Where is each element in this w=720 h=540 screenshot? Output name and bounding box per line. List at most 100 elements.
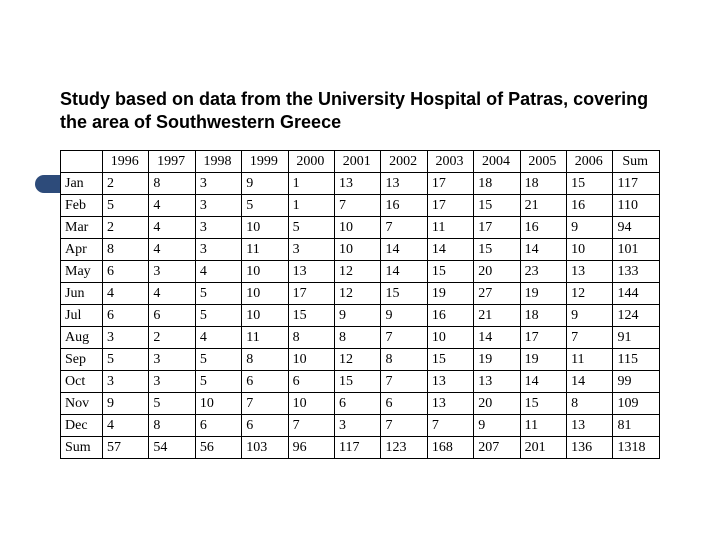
table-cell: 27 — [474, 283, 520, 305]
table-cell: 8 — [103, 239, 149, 261]
row-header: Apr — [61, 239, 103, 261]
table-cell: 1 — [288, 195, 334, 217]
table-cell: 4 — [103, 415, 149, 437]
table-cell: 56 — [195, 437, 241, 459]
row-header: Sum — [61, 437, 103, 459]
table-cell: 19 — [474, 349, 520, 371]
table-cell: 7 — [335, 195, 381, 217]
table-cell: 15 — [474, 195, 520, 217]
row-header: Dec — [61, 415, 103, 437]
table-cell: 4 — [195, 327, 241, 349]
table-cell: 13 — [474, 371, 520, 393]
table-row: Jun4451017121519271912144 — [61, 283, 660, 305]
table-row: Jan28391131317181815117 — [61, 173, 660, 195]
table-cell: 15 — [427, 261, 473, 283]
table-cell: 8 — [381, 349, 427, 371]
table-cell: 18 — [474, 173, 520, 195]
table-cell: 115 — [613, 349, 660, 371]
table-cell: 14 — [474, 327, 520, 349]
table-cell: 10 — [335, 217, 381, 239]
table-corner-cell — [61, 151, 103, 173]
table-cell: 14 — [567, 371, 613, 393]
table-cell: 136 — [567, 437, 613, 459]
table-cell: 10 — [288, 349, 334, 371]
table-cell: 1 — [288, 173, 334, 195]
table-cell: 109 — [613, 393, 660, 415]
table-cell: 101 — [613, 239, 660, 261]
table-cell: 6 — [242, 415, 288, 437]
table-cell: 5 — [195, 305, 241, 327]
table-cell: 7 — [381, 371, 427, 393]
table-cell: 14 — [381, 239, 427, 261]
table-cell: 3 — [335, 415, 381, 437]
table-cell: 168 — [427, 437, 473, 459]
table-cell: 3 — [149, 261, 195, 283]
table-cell: 57 — [103, 437, 149, 459]
table-cell: 123 — [381, 437, 427, 459]
table-cell: 12 — [335, 283, 381, 305]
col-header: 2001 — [335, 151, 381, 173]
table-cell: 17 — [427, 195, 473, 217]
table-cell: 6 — [103, 261, 149, 283]
table-cell: 5 — [103, 195, 149, 217]
table-cell: 9 — [474, 415, 520, 437]
table-cell: 6 — [242, 371, 288, 393]
table-cell: 10 — [242, 261, 288, 283]
table-cell: 5 — [195, 349, 241, 371]
table-cell: 6 — [149, 305, 195, 327]
table-cell: 96 — [288, 437, 334, 459]
table-cell: 12 — [335, 261, 381, 283]
col-header: 1998 — [195, 151, 241, 173]
table-cell: 7 — [427, 415, 473, 437]
table-cell: 6 — [195, 415, 241, 437]
table-row: Mar243105107111716994 — [61, 217, 660, 239]
table-cell: 7 — [381, 415, 427, 437]
table-cell: 94 — [613, 217, 660, 239]
table-cell: 17 — [427, 173, 473, 195]
row-header: Mar — [61, 217, 103, 239]
row-header: Nov — [61, 393, 103, 415]
table-row: Apr843113101414151410101 — [61, 239, 660, 261]
table-cell: 16 — [427, 305, 473, 327]
table-cell: 2 — [149, 327, 195, 349]
row-header: Jan — [61, 173, 103, 195]
row-header: Feb — [61, 195, 103, 217]
table-cell: 15 — [427, 349, 473, 371]
table-cell: 3 — [103, 327, 149, 349]
table-cell: 10 — [242, 217, 288, 239]
table-cell: 8 — [242, 349, 288, 371]
table-cell: 10 — [427, 327, 473, 349]
table-cell: 8 — [567, 393, 613, 415]
table-cell: 5 — [149, 393, 195, 415]
table-cell: 14 — [520, 239, 566, 261]
table-row: Sum575456103961171231682072011361318 — [61, 437, 660, 459]
data-table-container: 1996 1997 1998 1999 2000 2001 2002 2003 … — [60, 150, 660, 459]
table-cell: 133 — [613, 261, 660, 283]
table-cell: 8 — [149, 415, 195, 437]
table-cell: 18 — [520, 173, 566, 195]
table-cell: 10 — [195, 393, 241, 415]
table-cell: 6 — [288, 371, 334, 393]
table-cell: 5 — [195, 283, 241, 305]
table-cell: 3 — [149, 349, 195, 371]
row-header: May — [61, 261, 103, 283]
table-cell: 19 — [427, 283, 473, 305]
table-cell: 124 — [613, 305, 660, 327]
row-header: Oct — [61, 371, 103, 393]
table-cell: 13 — [335, 173, 381, 195]
table-cell: 9 — [381, 305, 427, 327]
table-cell: 4 — [149, 195, 195, 217]
table-cell: 14 — [520, 371, 566, 393]
table-cell: 7 — [567, 327, 613, 349]
table-cell: 9 — [103, 393, 149, 415]
table-cell: 201 — [520, 437, 566, 459]
table-cell: 103 — [242, 437, 288, 459]
table-row: Sep53581012815191911115 — [61, 349, 660, 371]
table-body: Jan28391131317181815117Feb54351716171521… — [61, 173, 660, 459]
table-cell: 3 — [195, 195, 241, 217]
table-cell: 14 — [381, 261, 427, 283]
table-cell: 4 — [149, 239, 195, 261]
table-cell: 3 — [195, 239, 241, 261]
table-cell: 3 — [195, 173, 241, 195]
table-row: Nov9510710661320158109 — [61, 393, 660, 415]
